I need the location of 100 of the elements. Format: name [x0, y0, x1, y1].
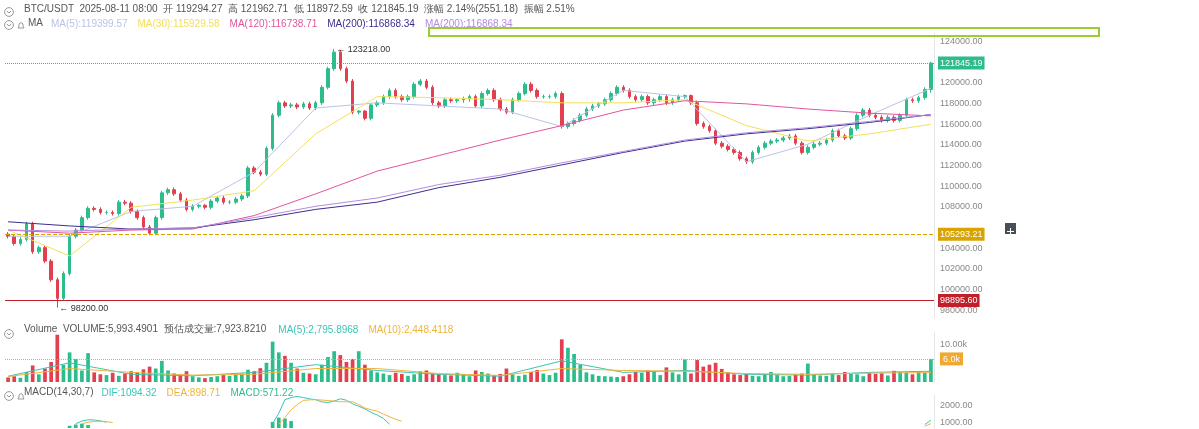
bar [922, 372, 927, 382]
bar [559, 339, 564, 382]
bar [756, 376, 761, 382]
y-tick-label: 6.0k [943, 353, 961, 364]
chart-title: BTC/USDT 2025-08-11 08:00 开 119294.27 高 121962.71 低 118972.59 收 121845.19 涨幅 2.14%(2551.18) 振幅 2.51% [24, 2, 575, 14]
candlestick [345, 66, 348, 84]
candlestick [222, 195, 225, 205]
bar [55, 334, 60, 382]
candlestick [369, 102, 373, 121]
candlestick [492, 87, 496, 103]
candlestick [640, 94, 644, 103]
candlestick [197, 203, 201, 209]
candlestick [68, 233, 71, 277]
candlestick [658, 94, 662, 103]
candlestick [818, 140, 822, 147]
candlestick [363, 109, 367, 121]
candlestick [160, 190, 164, 221]
candlestick [917, 95, 920, 104]
candlestick [720, 140, 724, 149]
bar [541, 373, 546, 382]
text: MA(5):2,795.8968 [278, 323, 359, 335]
candlestick [443, 97, 447, 109]
candlestick [49, 258, 53, 283]
bar [689, 373, 693, 382]
candlestick [763, 140, 767, 150]
text: MA(200):116868.34 [327, 17, 416, 29]
candlestick [339, 49, 342, 72]
candlestick [37, 245, 41, 255]
candlestick [283, 100, 287, 109]
candlestick [86, 205, 90, 221]
bar [412, 374, 416, 382]
candlestick [517, 90, 521, 103]
bar [92, 372, 97, 382]
bar [621, 376, 626, 382]
bar [36, 374, 41, 382]
candlestick [123, 199, 127, 206]
candlestick [560, 90, 564, 130]
y-tick-label: 2000.00 [940, 399, 973, 410]
candlestick [418, 78, 422, 87]
candlestick [289, 102, 293, 109]
candlestick [62, 270, 65, 301]
ref-line-label: 105293.21 [940, 229, 983, 240]
bar [566, 347, 570, 382]
y-tick-label: 110000.00 [940, 180, 982, 191]
candlestick [302, 101, 305, 110]
bar [80, 370, 84, 382]
candlestick [905, 97, 908, 118]
bar [849, 373, 853, 382]
bar [12, 376, 17, 382]
bar [842, 372, 847, 382]
bar [719, 368, 724, 382]
text: MA(30):115929.58 [137, 17, 221, 29]
candlestick [412, 81, 416, 100]
bar [615, 377, 619, 382]
candlestick [726, 143, 730, 152]
bar [596, 375, 601, 382]
y-tick-label: 124000.00 [940, 35, 983, 46]
bar [123, 373, 127, 382]
bar [738, 375, 743, 382]
bar [369, 370, 373, 382]
candlestick [56, 277, 59, 309]
bar [609, 376, 613, 382]
bar [399, 373, 404, 382]
bar [209, 377, 213, 382]
bar [203, 378, 207, 382]
bar [855, 374, 859, 382]
candlestick [351, 78, 354, 115]
candlestick [117, 199, 121, 217]
candlestick [486, 87, 490, 97]
candlestick [259, 169, 262, 177]
bar [652, 371, 656, 382]
chart-title: Volume VOLUME:5,993.4901 预估成交量:7,923.8210 [24, 322, 267, 334]
candlestick [295, 102, 299, 110]
bar [775, 375, 779, 382]
bar [313, 374, 318, 382]
y-tick-label: 102000.00 [940, 263, 983, 274]
candlestick [812, 141, 816, 150]
bar [658, 375, 663, 382]
bar [695, 360, 699, 382]
candlestick [246, 165, 250, 199]
ref-line-label: 98895.60 [940, 295, 978, 306]
bar [332, 351, 336, 382]
candlestick [240, 193, 244, 202]
text: DEA:898.71 [166, 386, 221, 398]
legend-title: MACD(14,30,7) [24, 385, 94, 397]
annotation: ← 123218.00 [336, 43, 391, 54]
candlestick [209, 198, 213, 210]
bar [818, 375, 823, 382]
candlestick [43, 245, 47, 264]
candlestick [179, 191, 182, 203]
bar [406, 375, 410, 382]
candlestick [806, 144, 810, 156]
y-tick-label: 10.00k [940, 338, 968, 349]
text: MACD:571.22 [230, 386, 294, 398]
candlestick [511, 97, 514, 115]
candlestick [99, 206, 102, 216]
candlestick [271, 112, 274, 151]
candlestick [757, 144, 760, 156]
candlestick [911, 97, 914, 104]
candlestick [769, 138, 773, 146]
